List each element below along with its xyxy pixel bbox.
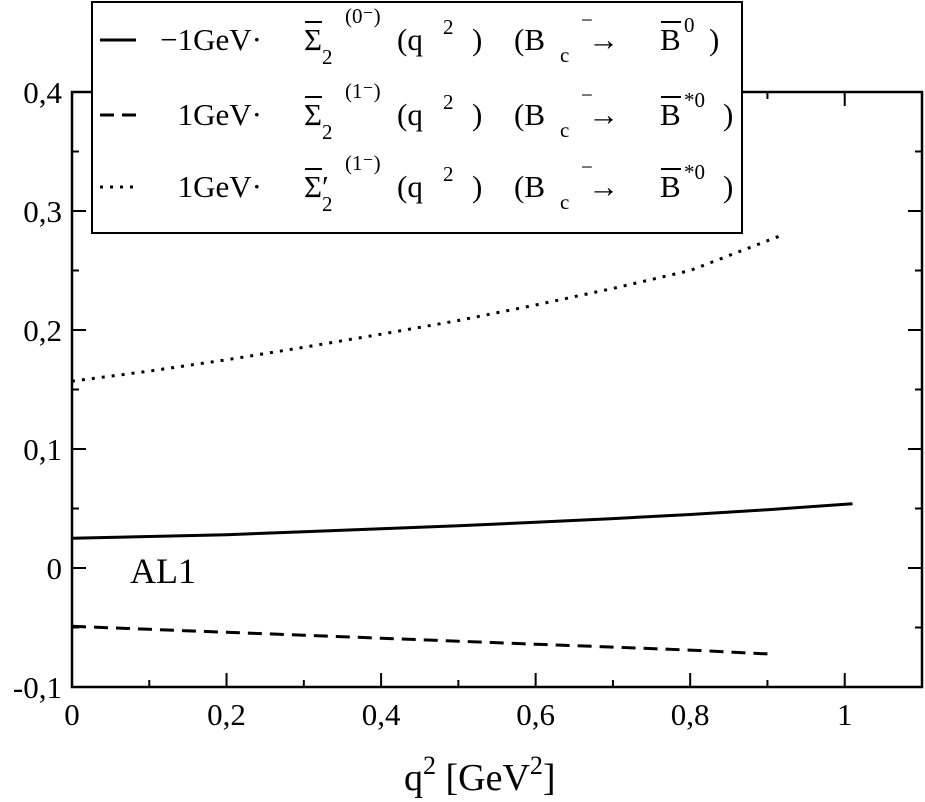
legend-final-sup: 0 <box>684 13 695 37</box>
legend-subscript: 2 <box>322 120 333 144</box>
y-tick-label: 0,1 <box>23 432 62 467</box>
legend-argument-sup: 2 <box>443 162 454 186</box>
legend-argument-sup: 2 <box>443 90 454 114</box>
legend-arrow: → <box>588 22 619 57</box>
series-line-dotted <box>71 233 784 383</box>
legend-final-sup: *0 <box>684 88 705 112</box>
legend-process-sub: c <box>560 118 569 142</box>
legend-process-sup: − <box>581 155 593 179</box>
legend-process: (B <box>514 169 545 204</box>
legend-close: ) <box>709 22 719 57</box>
x-tick-label: 0 <box>64 697 80 732</box>
legend-symbol: Σ <box>304 97 322 132</box>
series-line-dashed <box>71 624 776 656</box>
legend-process: (B <box>514 97 545 132</box>
x-tick-label: 0,8 <box>671 697 710 732</box>
x-axis-title-unit: [GeV <box>436 757 530 799</box>
legend-process: (B <box>514 22 545 57</box>
legend-process-sup: − <box>581 8 593 32</box>
series-lines <box>71 233 853 656</box>
legend-process-sub: c <box>560 190 569 214</box>
legend-argument-close: ) <box>472 97 482 132</box>
legend-arrow: → <box>588 169 619 204</box>
x-tick-labels: 0 0,2 0,4 0,6 0,8 1 <box>64 697 852 732</box>
legend-final: B <box>660 97 681 132</box>
x-tick-label: 1 <box>837 697 853 732</box>
y-tick-label: 0,3 <box>23 194 62 229</box>
y-tick-label: -0,1 <box>13 670 62 705</box>
legend-prefix: −1GeV· <box>160 22 262 57</box>
legend-argument: (q <box>397 169 423 204</box>
legend-subscript: 2 <box>322 192 333 216</box>
legend-superscript: (1⁻) <box>345 151 381 175</box>
x-axis-title-q: q <box>404 757 423 799</box>
legend-close: ) <box>723 169 733 204</box>
y-tick-label: 0,4 <box>23 75 62 110</box>
x-tick-label: 0,2 <box>207 697 246 732</box>
legend-subscript: 2 <box>322 45 333 69</box>
x-axis-title: q2 [GeV2] <box>404 751 556 799</box>
legend-symbol: Σ <box>304 22 322 57</box>
legend-process-sup: − <box>581 83 593 107</box>
legend-final-sup: *0 <box>684 160 705 184</box>
legend-argument: (q <box>397 22 423 57</box>
legend-prefix: 1GeV· <box>178 169 262 204</box>
x-axis-title-q-sup: 2 <box>423 751 436 780</box>
legend-final: B <box>660 22 681 57</box>
legend-superscript: (0⁻) <box>345 4 381 28</box>
legend-prefix: 1GeV· <box>178 97 262 132</box>
legend-close: ) <box>723 97 733 132</box>
x-axis-title-close: ] <box>543 757 556 799</box>
legend-superscript: (1⁻) <box>345 79 381 103</box>
series-line-solid <box>71 502 853 540</box>
x-tick-label: 0,4 <box>362 697 401 732</box>
y-tick-labels: -0,1 0 0,1 0,2 0,3 0,4 <box>13 75 63 705</box>
legend-final: B <box>660 169 681 204</box>
legend-symbol: Σ′ <box>304 169 329 204</box>
legend-process-sub: c <box>560 43 569 67</box>
legend-arrow: → <box>588 97 619 132</box>
y-tick-label: 0,2 <box>23 313 62 348</box>
legend-rows: −1GeV· Σ 2(0⁻)(q 2) (B c−→ B 0)1GeV· Σ 2(1⁻)(q 2)(… <box>100 4 733 216</box>
legend-box <box>91 1 743 234</box>
y-tick-label: 0 <box>47 551 63 586</box>
legend-argument-sup: 2 <box>443 15 454 39</box>
x-axis-title-unit-sup: 2 <box>530 751 543 780</box>
legend-argument-close: ) <box>472 169 482 204</box>
x-tick-label: 0,6 <box>516 697 555 732</box>
legend-argument: (q <box>397 97 423 132</box>
legend-argument-close: ) <box>472 22 482 57</box>
annotation-label: AL1 <box>130 551 196 591</box>
legend: −1GeV· Σ 2(0⁻)(q 2) (B c−→ B 0)1GeV· Σ 2(1⁻)(q 2)(… <box>91 1 743 234</box>
